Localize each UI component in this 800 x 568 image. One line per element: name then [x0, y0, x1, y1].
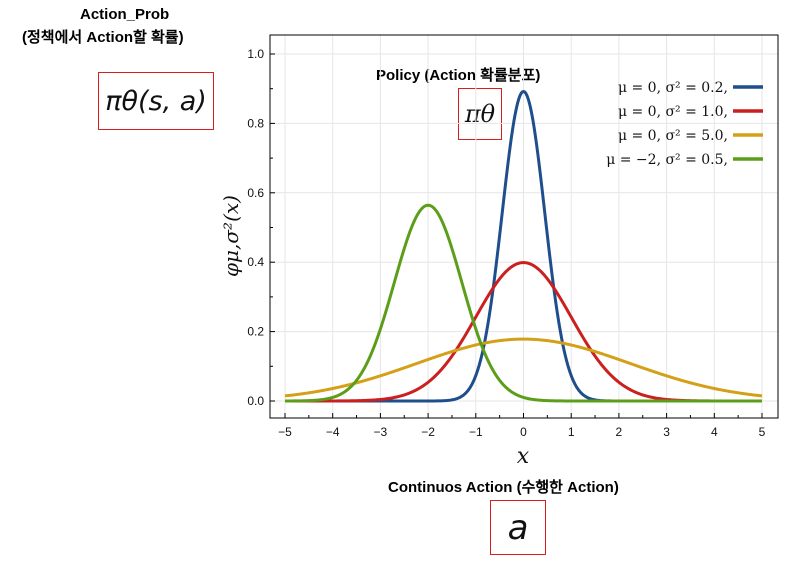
continuous-formula-box: a — [490, 500, 546, 555]
y-tick-label: 0.0 — [247, 394, 264, 408]
action-prob-formula: πθ(s, a) — [105, 85, 207, 117]
x-tick-label: 3 — [663, 425, 670, 439]
continuous-action-title: Continuos Action (수행한 Action) — [388, 479, 619, 496]
x-tick-label: 4 — [711, 425, 718, 439]
legend-entry: μ = 0, σ² = 1.0, — [618, 104, 728, 120]
x-axis-label: x — [517, 444, 530, 469]
y-tick-label: 0.6 — [247, 186, 264, 200]
y-tick-label: 0.8 — [247, 116, 264, 130]
y-axis-label: φμ,σ²(x) — [219, 195, 243, 277]
x-tick-label: −3 — [374, 425, 388, 439]
series-line — [284, 203, 763, 403]
x-tick-label: 0 — [520, 425, 527, 439]
legend-entry: μ = 0, σ² = 0.2, — [618, 80, 728, 96]
ticks: −5 −4 −3 −2 −1 0 1 2 3 4 5 0.0 0.2 0.4 0.6 0.8 1.0 — [247, 47, 765, 439]
legend-entry: μ = 0, σ² = 5.0, — [618, 128, 728, 144]
action-prob-formula-box: πθ(s, a) — [98, 72, 214, 130]
legend: μ = 0, σ² = 0.2, μ = 0, σ² = 1.0, μ = 0, σ… — [606, 80, 763, 168]
curves — [284, 89, 763, 403]
x-tick-label: −4 — [326, 425, 340, 439]
x-tick-label: 1 — [568, 425, 575, 439]
x-tick-label: −1 — [469, 425, 483, 439]
legend-entry: μ = −2, σ² = 0.5, — [606, 152, 728, 168]
action-prob-title: Action_Prob — [80, 6, 170, 23]
policy-title: Policy (Action 확률분포) — [376, 67, 541, 84]
x-tick-label: −2 — [421, 425, 435, 439]
action-prob-subtitle: (정책에서 Action할 확률) — [22, 29, 184, 46]
x-tick-label: 2 — [616, 425, 623, 439]
y-tick-label: 0.2 — [247, 325, 264, 339]
series-line — [284, 337, 763, 398]
x-tick-label: 5 — [759, 425, 766, 439]
y-tick-label: 1.0 — [247, 47, 264, 61]
x-tick-label: −5 — [278, 425, 292, 439]
y-tick-label: 0.4 — [247, 255, 264, 269]
continuous-formula: a — [507, 507, 529, 548]
